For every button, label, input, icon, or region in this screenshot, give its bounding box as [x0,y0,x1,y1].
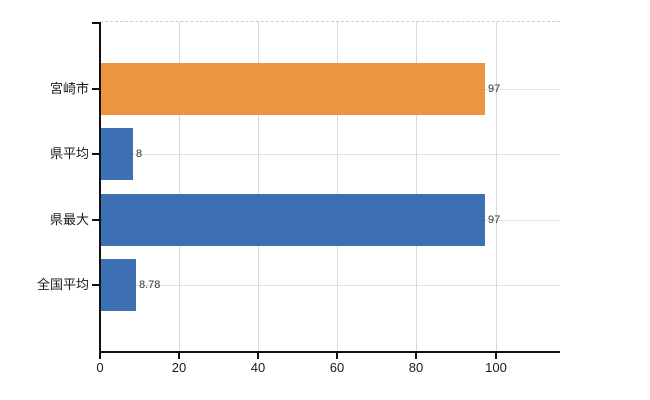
category-gridline [100,154,560,155]
y-axis-tick [92,284,100,286]
x-tick-label: 100 [485,360,507,375]
bar-value-label: 8 [136,148,143,160]
y-axis-line [99,22,101,352]
y-axis-tick [92,88,100,90]
bar [101,128,133,180]
y-axis-tick [92,153,100,155]
vertical-gridline [337,22,338,352]
x-axis-tick [178,353,180,359]
x-tick-label: 0 [96,360,104,375]
x-axis-tick [336,353,338,359]
x-axis-tick [415,353,417,359]
bar-value-label: 97 [488,214,501,226]
x-axis-tick [257,353,259,359]
bar [101,63,485,115]
category-label: 全国平均 [36,277,89,292]
bar-value-label: 97 [488,83,501,95]
vertical-gridline [179,22,180,352]
bar [101,194,485,246]
vertical-gridline [496,22,497,352]
x-tick-label: 20 [171,360,187,375]
x-axis-line [99,351,560,353]
y-axis-tick [92,219,100,221]
plot-top-border [100,21,560,22]
bar-value-label: 8.78 [139,279,161,291]
category-gridline [100,285,560,286]
x-tick-label: 80 [408,360,424,375]
x-tick-label: 60 [329,360,345,375]
vertical-gridline [416,22,417,352]
x-axis-tick [99,353,101,359]
category-label: 宮崎市 [49,81,89,96]
category-label: 県平均 [49,146,89,161]
y-axis-top-tick [92,22,100,24]
bar [101,259,136,311]
x-axis-tick [495,353,497,359]
vertical-gridline [258,22,259,352]
category-label: 県最大 [49,212,89,227]
x-tick-label: 40 [250,360,266,375]
